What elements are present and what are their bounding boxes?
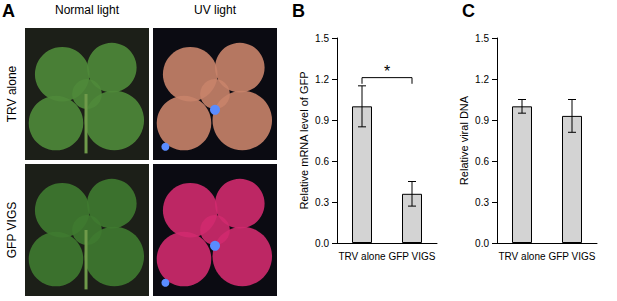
svg-text:0.6: 0.6: [475, 156, 489, 167]
svg-text:0.0: 0.0: [315, 238, 329, 249]
svg-text:1.2: 1.2: [475, 74, 489, 85]
svg-text:0.9: 0.9: [315, 115, 329, 126]
svg-text:A: A: [2, 1, 15, 21]
svg-text:0.9: 0.9: [475, 115, 489, 126]
svg-text:UV light: UV light: [194, 3, 237, 17]
svg-text:*: *: [384, 63, 390, 80]
svg-text:GFP VIGS: GFP VIGS: [5, 202, 19, 258]
svg-text:TRV alone: TRV alone: [498, 251, 546, 262]
svg-text:0.3: 0.3: [475, 197, 489, 208]
svg-text:TRV alone: TRV alone: [338, 251, 386, 262]
svg-text:GFP VIGS: GFP VIGS: [548, 251, 595, 262]
svg-text:1.2: 1.2: [315, 74, 329, 85]
svg-text:1.5: 1.5: [475, 33, 489, 44]
svg-text:Normal light: Normal light: [55, 3, 120, 17]
svg-text:0.0: 0.0: [475, 238, 489, 249]
svg-text:0.3: 0.3: [315, 197, 329, 208]
svg-text:Relative mRNA level of GFP: Relative mRNA level of GFP: [298, 71, 310, 209]
svg-text:GFP VIGS: GFP VIGS: [388, 251, 435, 262]
svg-text:C: C: [462, 1, 475, 21]
svg-text:1.5: 1.5: [315, 33, 329, 44]
svg-text:0.6: 0.6: [315, 156, 329, 167]
svg-text:B: B: [292, 1, 305, 21]
svg-text:TRV alone: TRV alone: [5, 65, 19, 122]
svg-text:Relative viral DNA: Relative viral DNA: [458, 95, 470, 185]
